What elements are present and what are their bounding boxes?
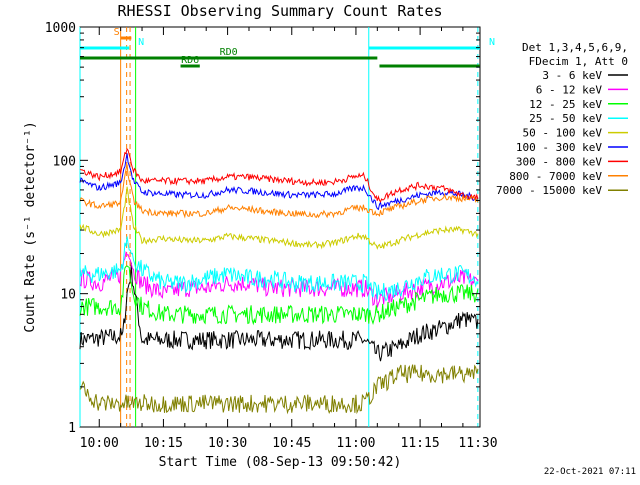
x-tick-label-5: 11:15 bbox=[401, 436, 440, 451]
y-tick-label-0: 1 bbox=[68, 421, 76, 436]
series-line-7 bbox=[79, 164, 479, 219]
x-tick-label-1: 10:15 bbox=[144, 436, 183, 451]
legend-label-8: 7000 - 15000 keV bbox=[496, 184, 602, 197]
legend-header-line-1: Det 1,3,4,5,6,9, bbox=[522, 41, 628, 54]
series-line-8 bbox=[79, 364, 479, 415]
legend-label-5: 100 - 300 keV bbox=[516, 141, 602, 154]
legend-label-2: 12 - 25 keV bbox=[529, 98, 602, 111]
x-tick-label-3: 10:45 bbox=[272, 436, 311, 451]
flag-label-1: N bbox=[138, 37, 144, 48]
legend-header-line-2: FDecim 1, Att 0 bbox=[529, 55, 628, 68]
series-lines bbox=[79, 147, 479, 415]
flag-label-3: RD0 bbox=[220, 47, 238, 58]
chart-title: RHESSI Observing Summary Count Rates bbox=[117, 2, 442, 20]
series-line-0 bbox=[79, 262, 479, 362]
series-line-4 bbox=[79, 186, 479, 250]
legend-label-4: 50 - 100 keV bbox=[523, 127, 603, 140]
legend-label-0: 3 - 6 keV bbox=[542, 69, 602, 82]
series-line-3 bbox=[79, 236, 479, 302]
footer-timestamp: 22-Oct-2021 07:11 bbox=[544, 467, 636, 477]
x-axis-label: Start Time (08-Sep-13 09:50:42) bbox=[159, 455, 402, 470]
y-tick-label-2: 100 bbox=[53, 154, 76, 169]
y-tick-label-1: 10 bbox=[60, 288, 76, 303]
x-tick-label-4: 11:00 bbox=[336, 436, 375, 451]
x-tick-label-0: 10:00 bbox=[80, 436, 119, 451]
y-tick-label-3: 1000 bbox=[45, 21, 76, 36]
flag-label-2: N bbox=[489, 37, 495, 48]
x-tick-label-6: 11:30 bbox=[458, 436, 497, 451]
flag-label-4: RD6 bbox=[181, 55, 199, 66]
x-axis-ticks: 10:00 10:15 10:30 10:45 11:00 11:15 11:30 bbox=[80, 27, 498, 451]
series-line-2 bbox=[79, 265, 479, 326]
x-tick-label-2: 10:30 bbox=[208, 436, 247, 451]
legend-label-1: 6 - 12 keV bbox=[536, 83, 603, 96]
series-line-6 bbox=[79, 147, 479, 203]
state-flags: S N N RD0 RD6 bbox=[80, 27, 495, 68]
series-line-5 bbox=[79, 153, 479, 211]
y-axis-label: Count Rate (s⁻¹ detector⁻¹) bbox=[23, 121, 38, 332]
legend-label-3: 25 - 50 keV bbox=[529, 112, 602, 125]
legend-label-6: 300 - 800 keV bbox=[516, 155, 602, 168]
series-line-1 bbox=[79, 250, 479, 308]
legend-label-7: 800 - 7000 keV bbox=[509, 170, 602, 183]
flag-label-0: S bbox=[114, 27, 120, 38]
y-axis-ticks: 1 10 100 1000 bbox=[45, 21, 480, 436]
